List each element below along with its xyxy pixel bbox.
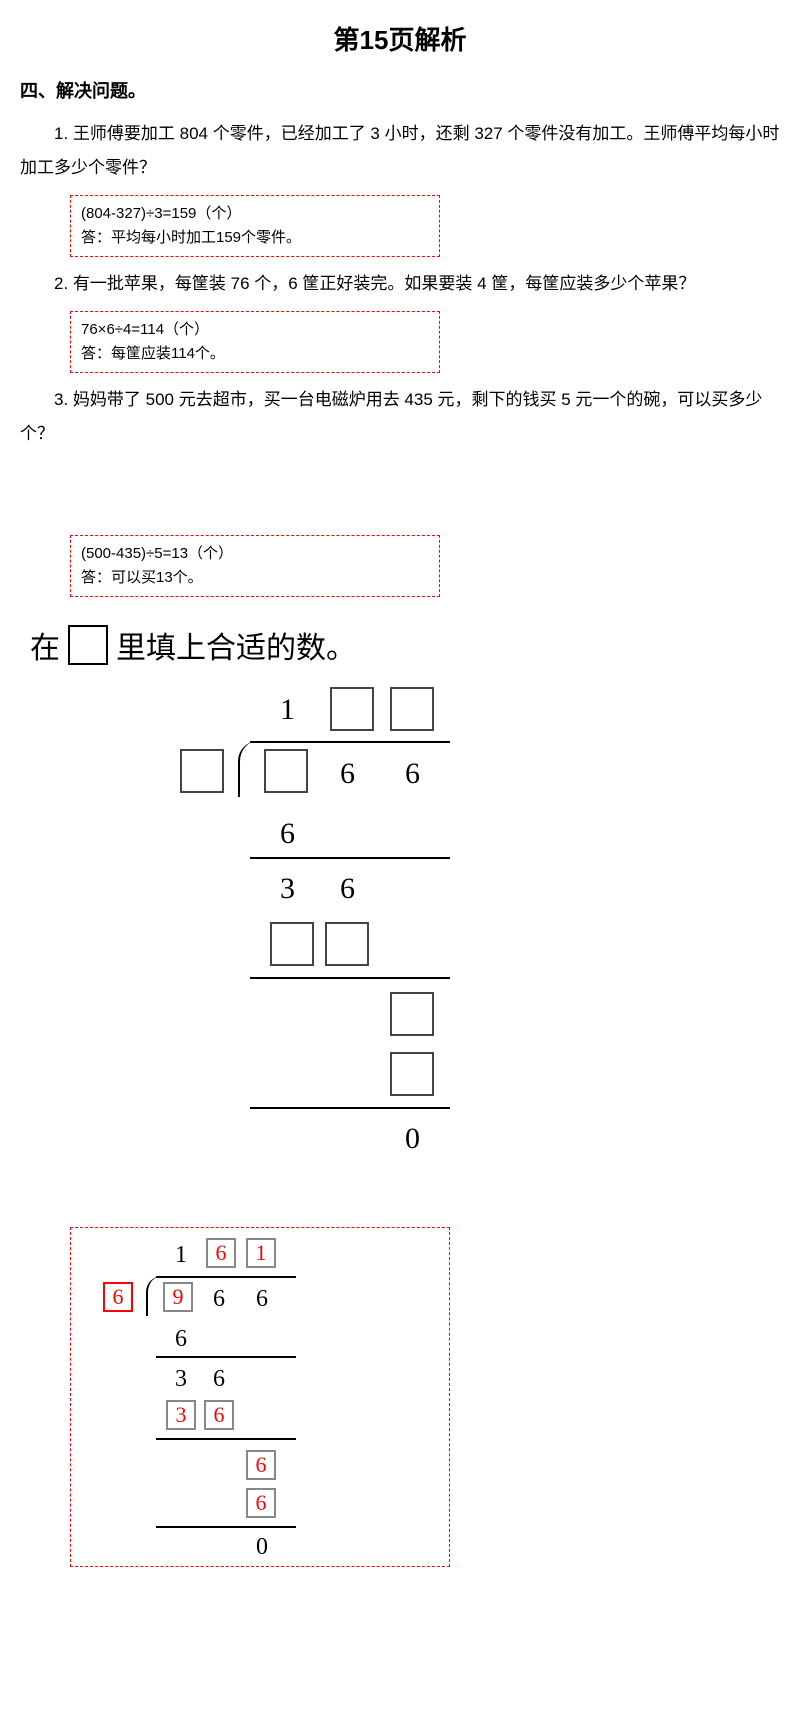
- answer-3-text: 答：可以买13个。: [81, 566, 429, 590]
- ans-line-3: [156, 1526, 296, 1528]
- ans-step3-sub: 6: [246, 1488, 276, 1518]
- question-3: 3. 妈妈带了 500 元去超市，买一台电磁炉用去 435 元，剩下的钱买 5 …: [0, 379, 800, 455]
- ans-divisor: 6: [103, 1282, 133, 1312]
- answer-box-2: 76×6÷4=114（个） 答：每筐应装114个。: [70, 311, 440, 373]
- ans-dividend-1: 9: [163, 1282, 193, 1312]
- question-1: 1. 王师傅要加工 804 个零件，已经加工了 3 小时，还剩 327 个零件没…: [0, 113, 800, 189]
- step1-sub: 6: [280, 817, 295, 851]
- step2-sub-blank-1: [270, 922, 314, 966]
- long-division-problem: 1 6 6 6 3 6 0: [180, 687, 520, 1207]
- ans-quotient-2: 6: [206, 1238, 236, 1268]
- question-2-text: 2. 有一批苹果，每筐装 76 个，6 筐正好装完。如果要装 4 筐，每筐应装多…: [20, 267, 780, 301]
- question-1-text: 1. 王师傅要加工 804 个零件，已经加工了 3 小时，还剩 327 个零件没…: [20, 117, 780, 185]
- dividend-digit-3: 6: [405, 757, 420, 791]
- section-heading: 四、解决问题。: [0, 67, 800, 113]
- ans-dividend-3: 6: [256, 1286, 268, 1313]
- answer-3-calc: (500-435)÷5=13（个）: [81, 542, 429, 566]
- ans-quotient-3: 1: [246, 1238, 276, 1268]
- ans-step2-sub-1: 3: [166, 1400, 196, 1430]
- ans-step3: 6: [246, 1450, 276, 1480]
- step2-diff-2: 6: [340, 872, 355, 906]
- ans-step2-diff-2: 6: [213, 1366, 225, 1393]
- answer-2-text: 答：每筐应装114个。: [81, 342, 429, 366]
- answer-box-1: (804-327)÷3=159（个） 答：平均每小时加工159个零件。: [70, 195, 440, 257]
- dividend-digit-2: 6: [340, 757, 355, 791]
- final-zero: 0: [405, 1122, 420, 1156]
- step2-diff-1: 3: [280, 872, 295, 906]
- divisor-blank: [180, 749, 224, 793]
- question-3-text: 3. 妈妈带了 500 元去超市，买一台电磁炉用去 435 元，剩下的钱买 5 …: [20, 383, 780, 451]
- ans-step2-diff-1: 3: [175, 1366, 187, 1393]
- step2-sub-blank-2: [325, 922, 369, 966]
- fill-post: 里填上合适的数。: [116, 623, 356, 667]
- division-bar: [250, 741, 450, 743]
- ans-quotient-1: 1: [175, 1242, 187, 1269]
- ans-division-bar: [156, 1276, 296, 1278]
- page-title: 第15页解析: [0, 0, 800, 67]
- quotient-digit-1: 1: [280, 693, 295, 727]
- line-3: [250, 1107, 450, 1109]
- dividend-blank-1: [264, 749, 308, 793]
- long-division-answer-box: 1 6 1 6 9 6 6 6 3 6 3 6 6 6 0: [70, 1227, 450, 1567]
- line-2: [250, 977, 450, 979]
- answer-2-calc: 76×6÷4=114（个）: [81, 318, 429, 342]
- blank-box-icon: [68, 625, 108, 665]
- fill-pre: 在: [30, 623, 60, 667]
- long-division-answer: 1 6 1 6 9 6 6 6 3 6 3 6 6 6 0: [101, 1238, 341, 1558]
- fill-blank-heading: 在 里填上合适的数。: [0, 603, 800, 677]
- line-1: [250, 857, 450, 859]
- question-2: 2. 有一批苹果，每筐装 76 个，6 筐正好装完。如果要装 4 筐，每筐应装多…: [0, 263, 800, 305]
- ans-step1-sub: 6: [175, 1326, 187, 1353]
- ans-line-1: [156, 1356, 296, 1358]
- quotient-blank-2: [330, 687, 374, 731]
- answer-1-text: 答：平均每小时加工159个零件。: [81, 226, 429, 250]
- ans-dividend-2: 6: [213, 1286, 225, 1313]
- step3-blank: [390, 992, 434, 1036]
- ans-final: 0: [256, 1534, 268, 1561]
- ans-line-2: [156, 1438, 296, 1440]
- ans-step2-sub-2: 6: [204, 1400, 234, 1430]
- answer-1-calc: (804-327)÷3=159（个）: [81, 202, 429, 226]
- answer-box-3: (500-435)÷5=13（个） 答：可以买13个。: [70, 535, 440, 597]
- quotient-blank-3: [390, 687, 434, 731]
- step3-sub-blank: [390, 1052, 434, 1096]
